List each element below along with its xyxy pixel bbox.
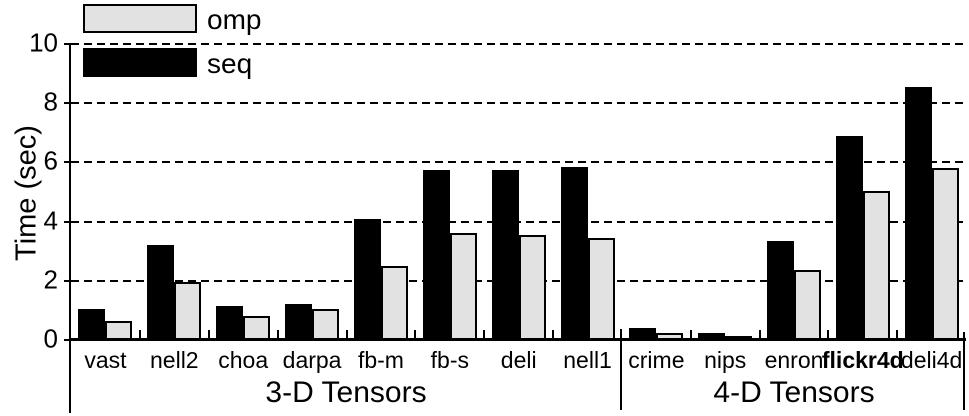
x-label-deli: deli [500,347,537,373]
x-label-choa: choa [218,347,269,373]
bar-omp-choa [243,316,271,340]
x-label-vast: vast [84,347,127,373]
x-minor-tick [689,330,692,340]
y-tick-10 [64,43,70,45]
x-label-fb-m: fb-m [357,347,404,373]
bar-seq-deli [491,169,519,340]
legend-swatch-seq [83,48,197,77]
x-minor-tick [758,330,761,340]
x-label-nips: nips [704,347,747,373]
right-boundary-line [963,332,965,410]
y-tick-label-4: 4 [43,204,58,235]
x-label-enron: enron [764,347,824,373]
x-minor-tick [552,330,555,340]
y-tick-0 [64,339,70,341]
y-tick-label-10: 10 [29,27,58,58]
bar-seq-fb-s [422,169,450,340]
legend-label-seq: seq [207,48,253,79]
x-label-nell1: nell1 [563,347,612,373]
bar-seq-deli4d [904,86,932,340]
bar-omp-deli [518,234,546,340]
group-separator-line [620,329,622,410]
gridline-8 [71,102,966,105]
bar-seq-nell2 [147,245,175,340]
x-minor-tick [276,330,279,340]
x-minor-tick [414,330,417,340]
bar-omp-deli4d [931,168,959,340]
x-label-flickr4d: flickr4d [821,347,904,373]
x-minor-tick [207,330,210,340]
x-minor-tick [896,330,899,340]
x-label-fb-s: fb-s [430,347,469,373]
y-tick-label-2: 2 [43,264,58,295]
bar-seq-crime [629,328,657,340]
bar-omp-nips [725,335,753,340]
legend-label-omp: omp [207,4,262,35]
x-label-deli4d: deli4d [900,347,963,373]
y-tick-8 [64,102,70,105]
bar-omp-darpa [312,308,340,340]
bar-omp-flickr4d [862,190,890,340]
gridline-6 [71,161,966,164]
bar-seq-nell1 [560,166,588,340]
x-label-darpa: darpa [282,347,342,373]
y-tick-4 [64,220,70,223]
bar-seq-flickr4d [835,135,863,340]
bar-seq-enron [767,240,794,340]
legend-swatch-omp [83,4,197,33]
y-tick-label-6: 6 [43,145,58,176]
x-label-crime: crime [628,347,685,373]
gridline-10 [71,43,966,45]
bar-seq-fb-m [353,218,381,340]
group-title-3d-tensors: 3-D Tensors [265,376,427,409]
group-title-4d-tensors: 4-D Tensors [713,376,875,409]
bar-omp-fb-s [449,233,477,340]
bar-seq-nips [698,332,726,340]
y-tick-2 [64,279,70,282]
x-label-nell2: nell2 [150,347,199,373]
bar-seq-vast [78,308,106,340]
bar-seq-choa [216,305,244,340]
bar-omp-fb-m [380,266,408,340]
bar-omp-crime [656,332,684,340]
bar-seq-darpa [285,304,313,340]
y-axis-line [69,43,71,413]
bar-omp-vast [105,320,133,340]
x-minor-tick [345,330,348,340]
y-tick-label-0: 0 [43,323,58,354]
bar-omp-nell2 [174,282,202,340]
bar-omp-enron [794,270,821,340]
x-minor-tick [138,330,141,340]
y-tick-6 [64,161,70,164]
y-tick-label-8: 8 [43,86,58,117]
bar-omp-nell1 [587,237,615,340]
x-minor-tick [827,330,830,340]
x-minor-tick [483,330,486,340]
